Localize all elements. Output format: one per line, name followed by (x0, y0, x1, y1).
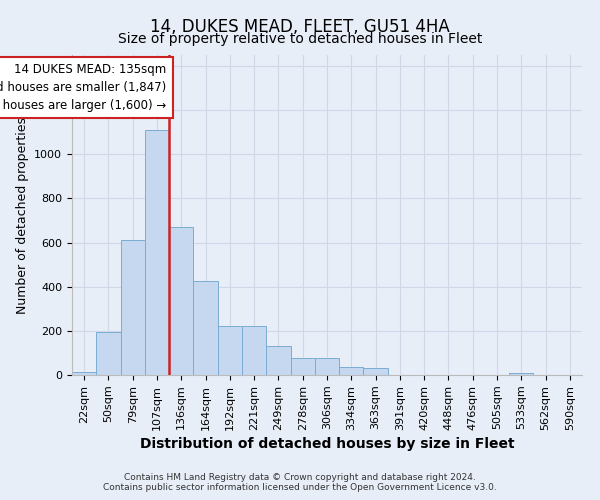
Bar (339, 368, 364, 375)
X-axis label: Distribution of detached houses by size in Fleet: Distribution of detached houses by size … (140, 437, 514, 451)
Bar (266, 346, 290, 375)
Bar (96, 332, 121, 375)
Bar (218, 326, 242, 375)
Bar (509, 373, 533, 375)
Bar (72, 372, 96, 375)
Bar (290, 358, 315, 375)
Bar (364, 368, 388, 375)
Bar (169, 227, 193, 375)
Text: Contains HM Land Registry data © Crown copyright and database right 2024.
Contai: Contains HM Land Registry data © Crown c… (103, 473, 497, 492)
Y-axis label: Number of detached properties: Number of detached properties (16, 116, 29, 314)
Bar (145, 130, 169, 375)
Bar (315, 358, 339, 375)
Text: 14, DUKES MEAD, FLEET, GU51 4HA: 14, DUKES MEAD, FLEET, GU51 4HA (150, 18, 450, 36)
Bar (121, 240, 145, 375)
Text: Size of property relative to detached houses in Fleet: Size of property relative to detached ho… (118, 32, 482, 46)
Bar (242, 326, 266, 375)
Text: 14 DUKES MEAD: 135sqm
← 53% of detached houses are smaller (1,847)
46% of semi-d: 14 DUKES MEAD: 135sqm ← 53% of detached … (0, 62, 167, 112)
Bar (193, 281, 218, 375)
